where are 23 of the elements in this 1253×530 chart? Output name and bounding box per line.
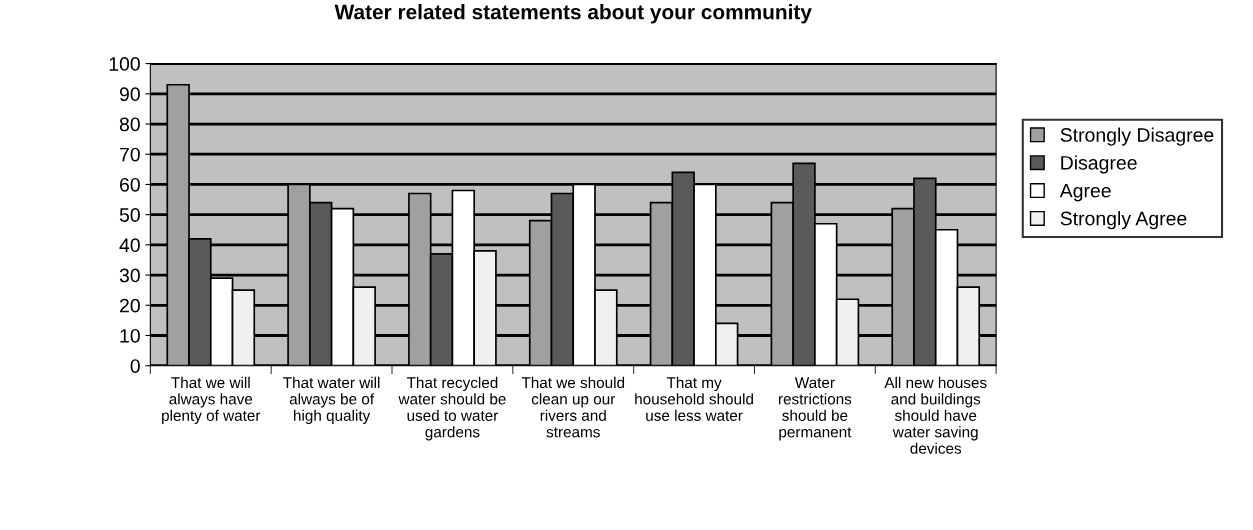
y-tick-label: 70 <box>120 147 140 162</box>
chart-title: Water related statements about your community <box>334 4 812 24</box>
y-tick-label: 100 <box>109 57 140 71</box>
y-tick-label: 30 <box>119 268 140 283</box>
legend-label: Agree <box>1059 183 1111 202</box>
x-tick-label: That my household should use less water <box>635 376 753 421</box>
y-tick-label: 60 <box>120 177 140 192</box>
y-tick-label: 40 <box>119 238 140 253</box>
x-tick-label: That we should clean up our rivers and streams <box>521 376 625 438</box>
x-tick-label: Water restrictions should be permanent <box>778 377 852 441</box>
x-tick-label: That water will always be of high quality <box>283 376 380 424</box>
x-tick-label: That we will always have plenty of water <box>162 376 261 424</box>
legend-label: Strongly Agree <box>1060 211 1187 230</box>
x-tick-label: That recycled water should be used to water gardens <box>398 376 506 441</box>
y-tick-label: 50 <box>119 208 140 222</box>
legend-label: Strongly Disagree <box>1060 127 1214 146</box>
x-tick-label: All new houses and buildings should have water saving devices <box>884 376 987 454</box>
y-tick-label: 0 <box>130 359 140 373</box>
y-tick-label: 20 <box>119 298 140 313</box>
legend-label: Disagree <box>1061 155 1137 174</box>
y-tick-label: 10 <box>120 328 140 343</box>
y-tick-label: 90 <box>119 87 140 102</box>
y-tick-label: 80 <box>119 117 140 132</box>
